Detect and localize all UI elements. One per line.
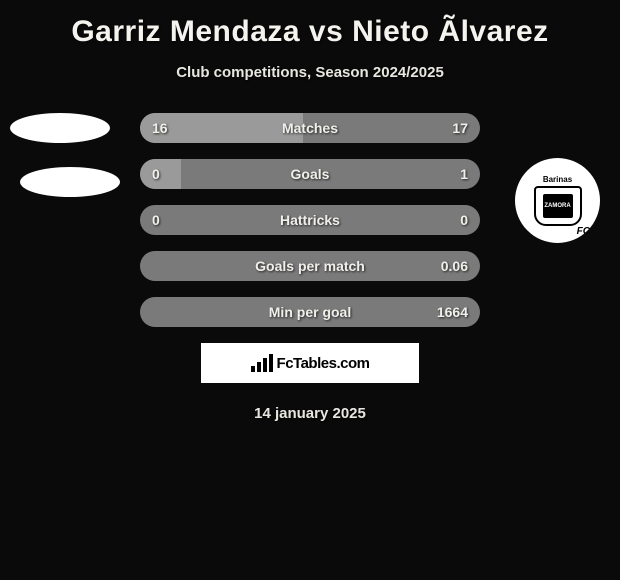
stat-row-goals: 0 Goals 1: [140, 159, 480, 189]
stat-right-value: 0.06: [441, 258, 468, 274]
stat-left-value: 0: [152, 212, 160, 228]
stat-label: Hattricks: [280, 212, 340, 228]
subtitle: Club competitions, Season 2024/2025: [0, 64, 620, 81]
stats-area: Barinas ZAMORA FC 16 Matches 17 0 Goals …: [0, 113, 620, 422]
team-logo-left-1: [10, 113, 110, 143]
stat-right-value: 1: [460, 166, 468, 182]
stat-left-value: 0: [152, 166, 160, 182]
branding-box: FcTables.com: [201, 343, 419, 383]
page-title: Garriz Mendaza vs Nieto Ãlvarez: [0, 15, 620, 49]
logo-right-inner-label: ZAMORA: [544, 203, 570, 209]
stat-right-value: 1664: [437, 304, 468, 320]
stat-rows: 16 Matches 17 0 Goals 1 0 Hattricks 0 Go…: [140, 113, 480, 327]
date-label: 14 january 2025: [0, 405, 620, 422]
team-logo-right: Barinas ZAMORA FC: [515, 158, 600, 243]
stat-label: Goals per match: [255, 258, 365, 274]
stat-label: Matches: [282, 120, 338, 136]
stat-left-value: 16: [152, 120, 168, 136]
stat-row-goals-per-match: Goals per match 0.06: [140, 251, 480, 281]
stat-row-min-per-goal: Min per goal 1664: [140, 297, 480, 327]
stat-row-matches: 16 Matches 17: [140, 113, 480, 143]
stat-right-value: 0: [460, 212, 468, 228]
stat-row-hattricks: 0 Hattricks 0: [140, 205, 480, 235]
logo-right-top-label: Barinas: [543, 175, 572, 184]
main-container: Garriz Mendaza vs Nieto Ãlvarez Club com…: [0, 0, 620, 432]
stat-label: Goals: [291, 166, 330, 182]
branding-label: FcTables.com: [277, 355, 370, 372]
logo-right-shield: ZAMORA: [534, 186, 582, 226]
bar-chart-icon: [251, 354, 273, 372]
stat-fill: [140, 159, 181, 189]
stat-right-value: 17: [452, 120, 468, 136]
logo-right-inner: ZAMORA: [543, 194, 573, 218]
team-logo-left-2: [20, 167, 120, 197]
logo-right-fc-label: FC: [577, 226, 590, 237]
stat-label: Min per goal: [269, 304, 351, 320]
